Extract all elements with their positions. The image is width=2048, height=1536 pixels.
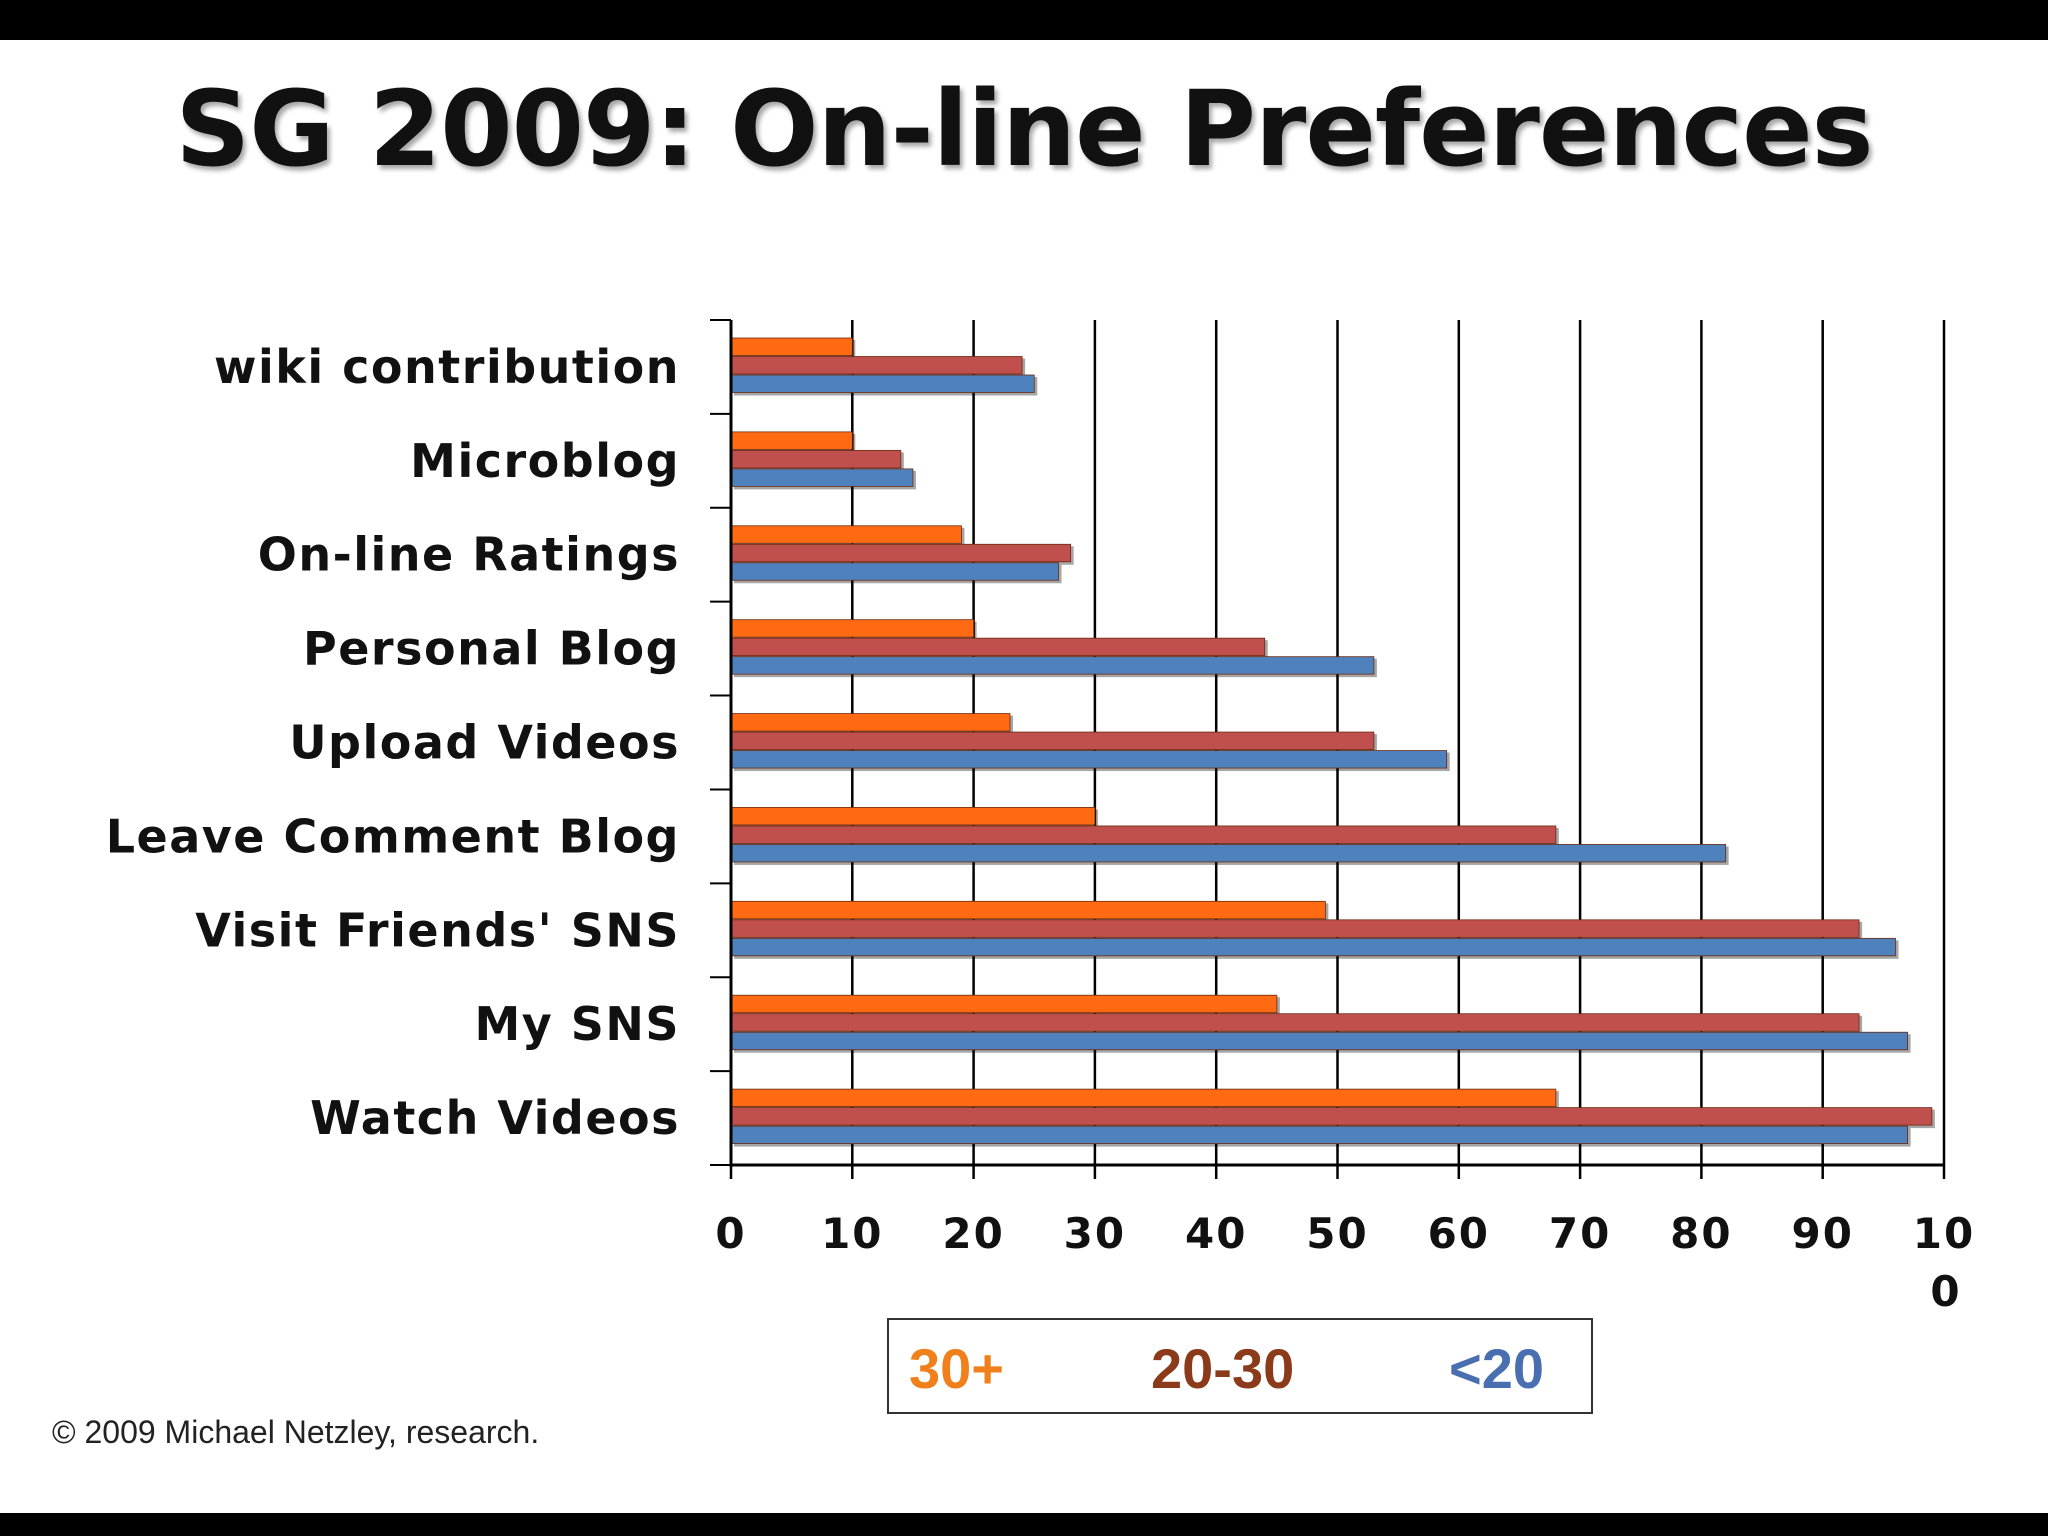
bar-1-2 <box>730 468 914 487</box>
x-tick-label: 80 <box>1670 1209 1732 1258</box>
x-tick-label: 70 <box>1549 1209 1611 1258</box>
category-label: Microblog <box>410 434 680 488</box>
bar-5-1 <box>730 825 1557 844</box>
legend-item-under20: <20 <box>1449 1337 1544 1400</box>
bar-3-0 <box>730 619 975 638</box>
x-tick-label-wrap: 0 <box>1930 1267 1961 1316</box>
bar-6-1 <box>730 919 1860 938</box>
legend-item-30plus: 30+ <box>909 1337 1004 1400</box>
bar-4-1 <box>730 731 1375 750</box>
bar-1-1 <box>730 449 902 469</box>
category-label: Personal Blog <box>303 622 680 676</box>
bar-4-0 <box>730 713 1011 732</box>
slide-title: SG 2009: On-line Preferences <box>175 68 1873 190</box>
bar-8-0 <box>730 1088 1557 1108</box>
bar-8-2 <box>730 1125 1909 1145</box>
bar-5-2 <box>730 844 1727 863</box>
copyright-text: © 2009 Michael Netzley, research. <box>52 1414 540 1450</box>
bar-0-2 <box>730 374 1035 393</box>
bar-2-1 <box>730 543 1072 563</box>
bar-2-0 <box>730 525 962 544</box>
category-label: wiki contribution <box>214 340 680 394</box>
bar-6-2 <box>730 937 1896 957</box>
bar-2-2 <box>730 562 1059 581</box>
category-label: Watch Videos <box>310 1091 680 1145</box>
bar-0-0 <box>730 337 853 356</box>
bar-7-2 <box>730 1031 1909 1051</box>
bar-7-1 <box>730 1013 1860 1032</box>
category-label: On-line Ratings <box>258 528 680 582</box>
x-tick-label: 10 <box>1913 1209 1975 1258</box>
legend-item-20-30: 20-30 <box>1151 1337 1295 1400</box>
x-tick-label: 40 <box>1185 1209 1247 1258</box>
bar-8-1 <box>730 1107 1933 1126</box>
category-label: Leave Comment Blog <box>106 809 680 863</box>
bar-4-2 <box>730 750 1448 769</box>
x-tick-label: 50 <box>1306 1209 1368 1258</box>
bar-7-0 <box>730 994 1278 1014</box>
category-label: Upload Videos <box>289 716 680 770</box>
bar-5-0 <box>730 807 1096 826</box>
x-tick-label: 10 <box>821 1209 883 1258</box>
category-label: My SNS <box>474 997 680 1051</box>
x-tick-label: 0 <box>715 1209 746 1258</box>
bar-6-0 <box>730 900 1326 920</box>
bar-0-1 <box>730 356 1023 375</box>
bar-1-0 <box>730 431 853 450</box>
x-tick-label: 30 <box>1064 1209 1126 1258</box>
category-label: Visit Friends' SNS <box>195 903 680 957</box>
chart-legend: 30+ 20-30 <20 <box>887 1318 1593 1414</box>
x-tick-label: 20 <box>942 1209 1004 1258</box>
bar-3-2 <box>730 656 1375 675</box>
x-tick-label: 60 <box>1428 1209 1490 1258</box>
x-tick-label: 90 <box>1791 1209 1853 1258</box>
bar-3-1 <box>730 637 1266 657</box>
